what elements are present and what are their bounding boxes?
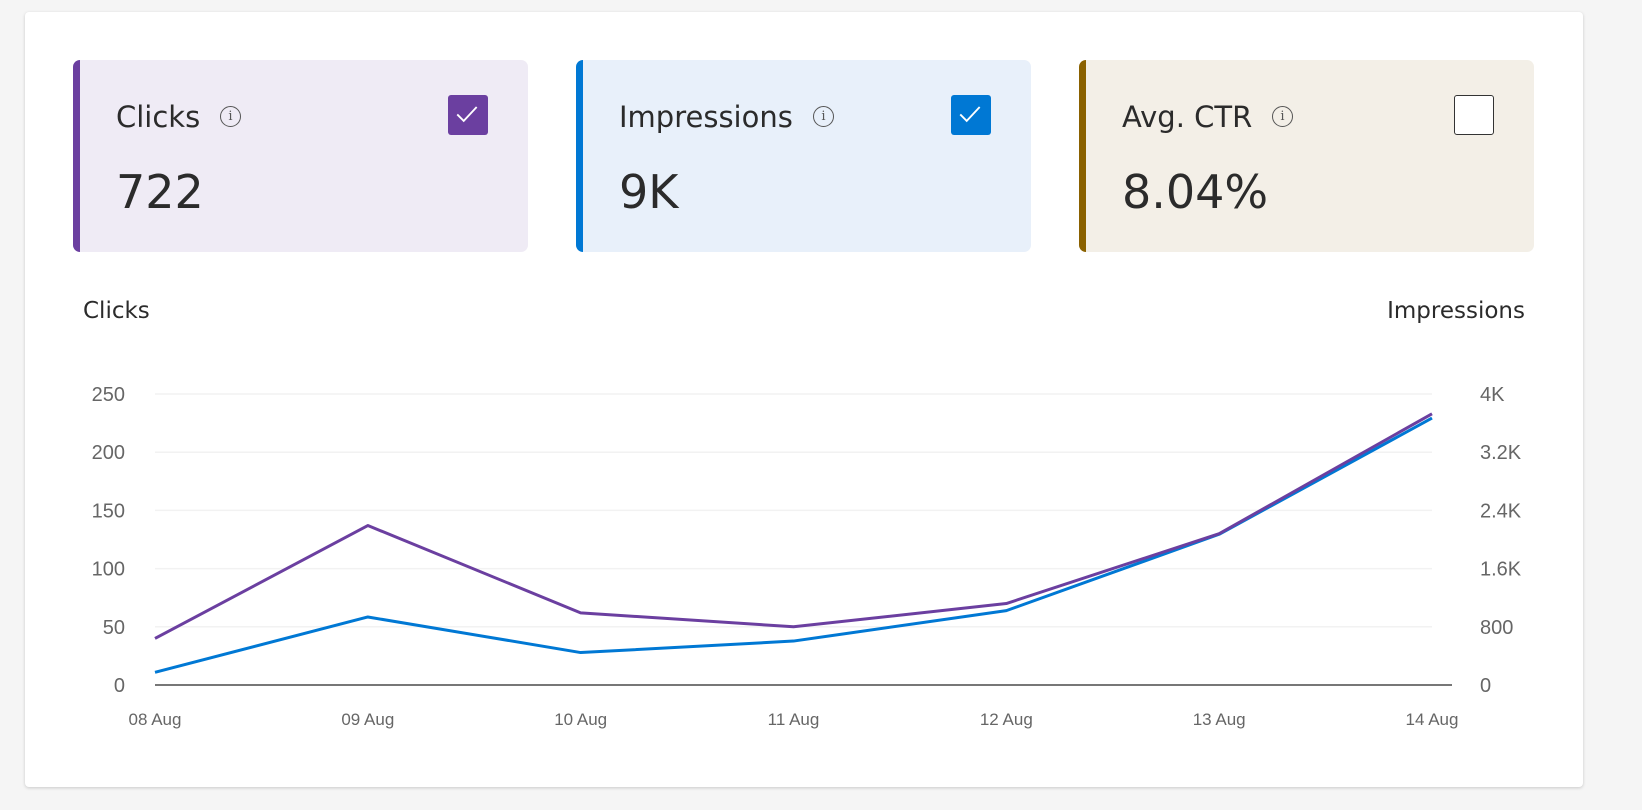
info-icon[interactable]: i <box>220 106 241 127</box>
performance-card: Clicks i 722 Impressions i 9K Avg. CTR i… <box>25 12 1583 787</box>
info-icon[interactable]: i <box>1272 106 1293 127</box>
metric-label: Impressions <box>619 100 793 134</box>
left-tick-label: 150 <box>92 500 125 522</box>
metric-value: 9K <box>619 165 679 219</box>
metric-tile-avg-ctr[interactable]: Avg. CTR i 8.04% <box>1079 60 1534 252</box>
left-axis-title: Clicks <box>83 298 150 324</box>
metric-label: Avg. CTR <box>1122 100 1253 134</box>
left-tick-label: 0 <box>114 675 125 697</box>
metric-tile-impressions[interactable]: Impressions i 9K <box>576 60 1031 252</box>
metric-checkbox[interactable] <box>951 95 991 135</box>
checkmark-icon <box>959 106 981 123</box>
left-tick-label: 200 <box>92 442 125 464</box>
x-tick-label: 08 Aug <box>129 710 182 729</box>
metric-tile-clicks[interactable]: Clicks i 722 <box>73 60 528 252</box>
metric-checkbox[interactable] <box>448 95 488 135</box>
x-tick-label: 09 Aug <box>341 710 394 729</box>
left-tick-label: 100 <box>92 559 125 581</box>
metric-label: Clicks <box>116 100 201 134</box>
right-tick-label: 800 <box>1480 617 1513 639</box>
left-tick-label: 250 <box>92 384 125 406</box>
right-tick-label: 0 <box>1480 675 1491 697</box>
x-tick-label: 11 Aug <box>768 710 820 729</box>
right-axis-title: Impressions <box>1387 298 1525 324</box>
series-line-impressions <box>154 416 1433 674</box>
metric-value: 722 <box>116 165 204 219</box>
x-tick-label: 13 Aug <box>1193 710 1246 729</box>
info-icon[interactable]: i <box>813 106 834 127</box>
metric-checkbox[interactable] <box>1454 95 1494 135</box>
x-tick-label: 10 Aug <box>554 710 607 729</box>
metric-value: 8.04% <box>1122 165 1269 219</box>
right-tick-label: 4K <box>1480 384 1505 406</box>
right-tick-label: 2.4K <box>1480 500 1522 522</box>
checkmark-icon <box>456 106 478 123</box>
series-line-clicks <box>154 412 1433 640</box>
x-tick-label: 12 Aug <box>980 710 1033 729</box>
right-tick-label: 3.2K <box>1480 442 1522 464</box>
right-tick-label: 1.6K <box>1480 559 1522 581</box>
x-tick-label: 14 Aug <box>1406 710 1459 729</box>
left-tick-label: 50 <box>103 617 125 639</box>
